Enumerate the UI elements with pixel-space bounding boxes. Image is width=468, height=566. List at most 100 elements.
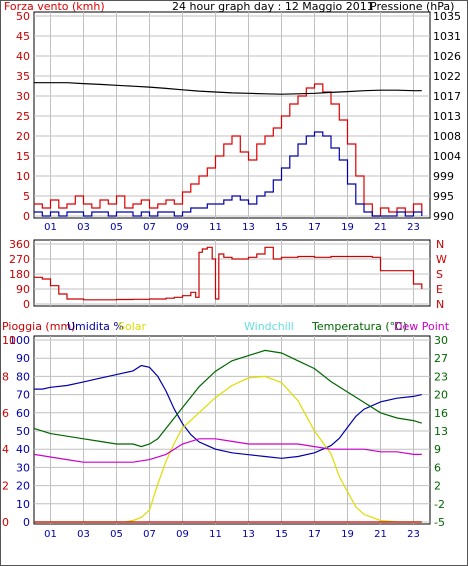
legend-solar: Solar xyxy=(118,320,147,333)
combined-x-tick: 13 xyxy=(242,529,255,540)
temperature-y-tick: -5 xyxy=(434,516,445,529)
axis-layer: 0510152025303540455099099599910041008101… xyxy=(2,10,461,540)
wind-x-tick: 03 xyxy=(77,222,90,233)
combined-x-tick: 05 xyxy=(110,529,123,540)
combined-x-tick: 01 xyxy=(44,529,57,540)
direction-panel-frame xyxy=(33,239,431,307)
humidity-y-tick: 20 xyxy=(16,480,30,493)
direction-y-tick: 360 xyxy=(9,238,30,251)
humidity-y-tick: 30 xyxy=(16,461,30,474)
combined-x-tick: 07 xyxy=(143,529,156,540)
legend-windchill: Windchill xyxy=(244,320,294,333)
wind-x-tick: 21 xyxy=(374,222,387,233)
series-layer xyxy=(33,82,423,523)
rain-y-tick: 8 xyxy=(2,370,9,383)
wind-panel-title: Forza vento (kmh) xyxy=(4,0,105,13)
temperature-y-tick: 23 xyxy=(434,370,448,383)
temperature-y-tick: 20 xyxy=(434,389,448,402)
wind-y-tick: 20 xyxy=(16,130,30,143)
temperature-y-tick: 2 xyxy=(434,480,441,493)
temperature-y-tick: 6 xyxy=(434,461,441,474)
pressure-y-tick: 1035 xyxy=(433,10,461,23)
rain-y-tick: 0 xyxy=(2,516,9,529)
wind-y-tick: 40 xyxy=(16,50,30,63)
humidity-y-tick: 90 xyxy=(16,352,30,365)
wind-y-tick: 30 xyxy=(16,90,30,103)
humidity-y-tick: 70 xyxy=(16,389,30,402)
direction-compass-tick: N xyxy=(436,238,444,251)
pressure-y-tick: 1013 xyxy=(433,110,461,123)
rain-y-tick: 4 xyxy=(2,443,9,456)
grid-layer xyxy=(34,12,430,524)
combined-x-tick: 03 xyxy=(77,529,90,540)
pressure-axis-title: Pressione (hPa) xyxy=(370,0,454,13)
wind-x-tick: 09 xyxy=(176,222,189,233)
direction-y-tick: 270 xyxy=(9,253,30,266)
wind-average-line xyxy=(34,131,423,217)
wind-y-tick: 10 xyxy=(16,170,30,183)
combined-x-tick: 11 xyxy=(209,529,222,540)
wind-x-tick: 23 xyxy=(407,222,420,233)
legend-temperature: Temperatura (°C) xyxy=(311,320,407,333)
legend-humidity: Umidita % xyxy=(67,320,124,333)
temperature-y-tick: 16 xyxy=(434,407,448,420)
wind-x-tick: 15 xyxy=(275,222,288,233)
legend-rain: Pioggia (mm) xyxy=(2,320,75,333)
wind-x-tick: 11 xyxy=(209,222,222,233)
wind-y-tick: 35 xyxy=(16,70,30,83)
wind-x-tick: 01 xyxy=(44,222,57,233)
humidity-line xyxy=(34,364,422,459)
pressure-y-tick: 1031 xyxy=(433,30,461,43)
rain-y-tick: 6 xyxy=(2,407,9,420)
wind-gust-line xyxy=(34,83,423,217)
humidity-y-tick: 50 xyxy=(16,425,30,438)
pressure-y-tick: 990 xyxy=(433,210,454,223)
humidity-y-tick: 0 xyxy=(23,516,30,529)
wind-y-tick: 0 xyxy=(23,210,30,223)
pressure-line xyxy=(34,82,422,95)
pressure-y-tick: 1022 xyxy=(433,70,461,83)
humidity-y-tick: 80 xyxy=(16,370,30,383)
wind-x-tick: 19 xyxy=(341,222,354,233)
humidity-y-tick: 60 xyxy=(16,407,30,420)
temperature-line xyxy=(33,349,422,448)
pressure-y-tick: 1008 xyxy=(433,130,461,143)
wind-x-tick: 07 xyxy=(143,222,156,233)
rain-y-tick: 10 xyxy=(2,334,16,347)
wind-y-tick: 45 xyxy=(16,30,30,43)
direction-compass-tick: S xyxy=(436,268,443,281)
temperature-y-tick: 27 xyxy=(434,352,448,365)
combined-panel-frame xyxy=(33,335,431,525)
wind-x-tick: 13 xyxy=(242,222,255,233)
wind-x-tick: 05 xyxy=(110,222,123,233)
humidity-y-tick: 10 xyxy=(16,498,30,511)
wind-direction-line xyxy=(34,246,423,301)
combined-x-tick: 15 xyxy=(275,529,288,540)
humidity-y-tick: 40 xyxy=(16,443,30,456)
combined-x-tick: 09 xyxy=(176,529,189,540)
direction-y-tick: 180 xyxy=(9,268,30,281)
pressure-y-tick: 1004 xyxy=(433,150,461,163)
pressure-y-tick: 999 xyxy=(433,170,454,183)
legend-dewpoint: Dew Point xyxy=(394,320,450,333)
combined-x-tick: 21 xyxy=(374,529,387,540)
wind-panel-frame xyxy=(33,11,431,219)
direction-compass-tick: N xyxy=(436,298,444,311)
temperature-y-tick: 13 xyxy=(434,425,448,438)
temperature-y-tick: -2 xyxy=(434,498,445,511)
temperature-y-tick: 30 xyxy=(434,334,448,347)
wind-y-tick: 15 xyxy=(16,150,30,163)
rain-y-tick: 2 xyxy=(2,480,9,493)
combined-x-tick: 17 xyxy=(308,529,321,540)
pressure-y-tick: 1026 xyxy=(433,50,461,63)
dewpoint-line xyxy=(33,438,422,463)
direction-y-tick: 0 xyxy=(23,298,30,311)
humidity-y-tick: 100 xyxy=(9,334,30,347)
wind-y-tick: 25 xyxy=(16,110,30,123)
wind-y-tick: 50 xyxy=(16,10,30,23)
direction-compass-tick: E xyxy=(436,283,443,296)
direction-compass-tick: W xyxy=(436,253,447,266)
